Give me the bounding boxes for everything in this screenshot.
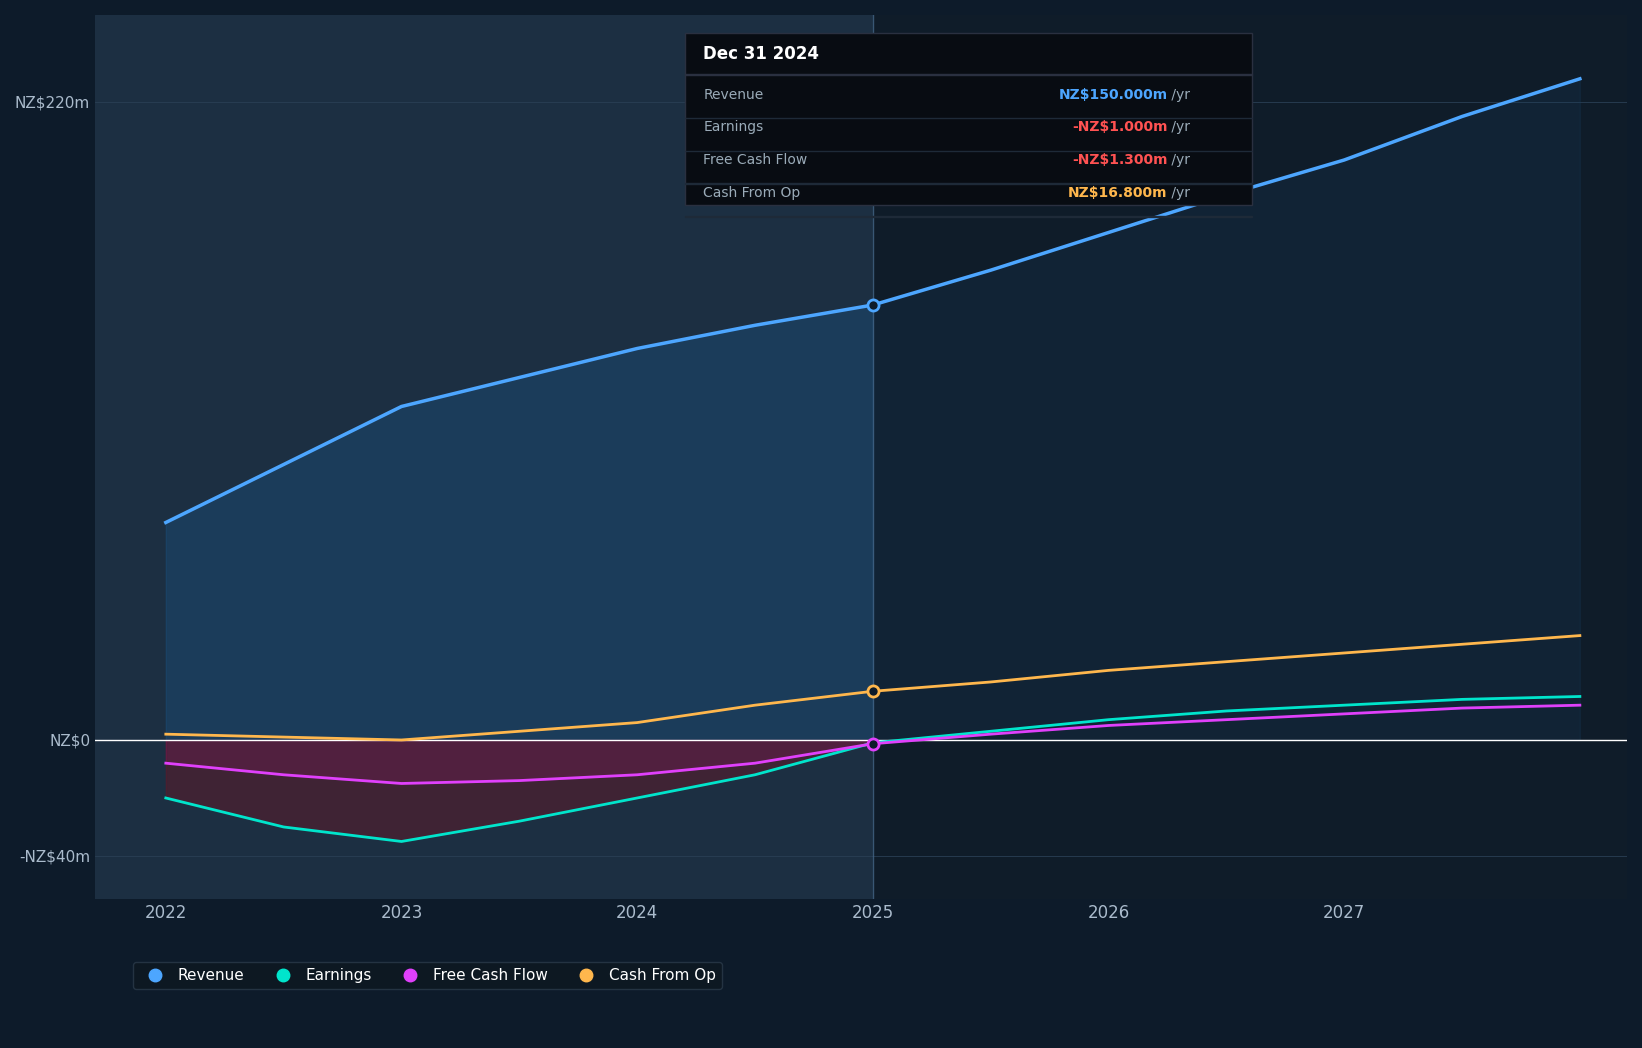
Text: Revenue: Revenue xyxy=(703,88,764,102)
Text: -NZ$1.000m: -NZ$1.000m xyxy=(1072,121,1167,134)
Text: Past: Past xyxy=(829,132,860,147)
Text: NZ$16.800m: NZ$16.800m xyxy=(1067,185,1167,200)
Text: Free Cash Flow: Free Cash Flow xyxy=(703,153,808,167)
Text: /yr: /yr xyxy=(1167,88,1190,102)
Bar xyxy=(685,73,1251,75)
Text: Analysts Forecasts: Analysts Forecasts xyxy=(885,132,1028,147)
Text: -NZ$1.300m: -NZ$1.300m xyxy=(1072,153,1167,167)
Bar xyxy=(685,32,1251,205)
Legend: Revenue, Earnings, Free Cash Flow, Cash From Op: Revenue, Earnings, Free Cash Flow, Cash … xyxy=(133,962,722,989)
Text: Dec 31 2024: Dec 31 2024 xyxy=(703,45,819,63)
Text: /yr: /yr xyxy=(1167,121,1190,134)
Text: Earnings: Earnings xyxy=(703,121,764,134)
Text: /yr: /yr xyxy=(1167,153,1190,167)
Bar xyxy=(874,15,1627,899)
Text: /yr: /yr xyxy=(1167,185,1190,200)
Text: Cash From Op: Cash From Op xyxy=(703,185,801,200)
Bar xyxy=(95,15,874,899)
Text: NZ$150.000m: NZ$150.000m xyxy=(1059,88,1167,102)
